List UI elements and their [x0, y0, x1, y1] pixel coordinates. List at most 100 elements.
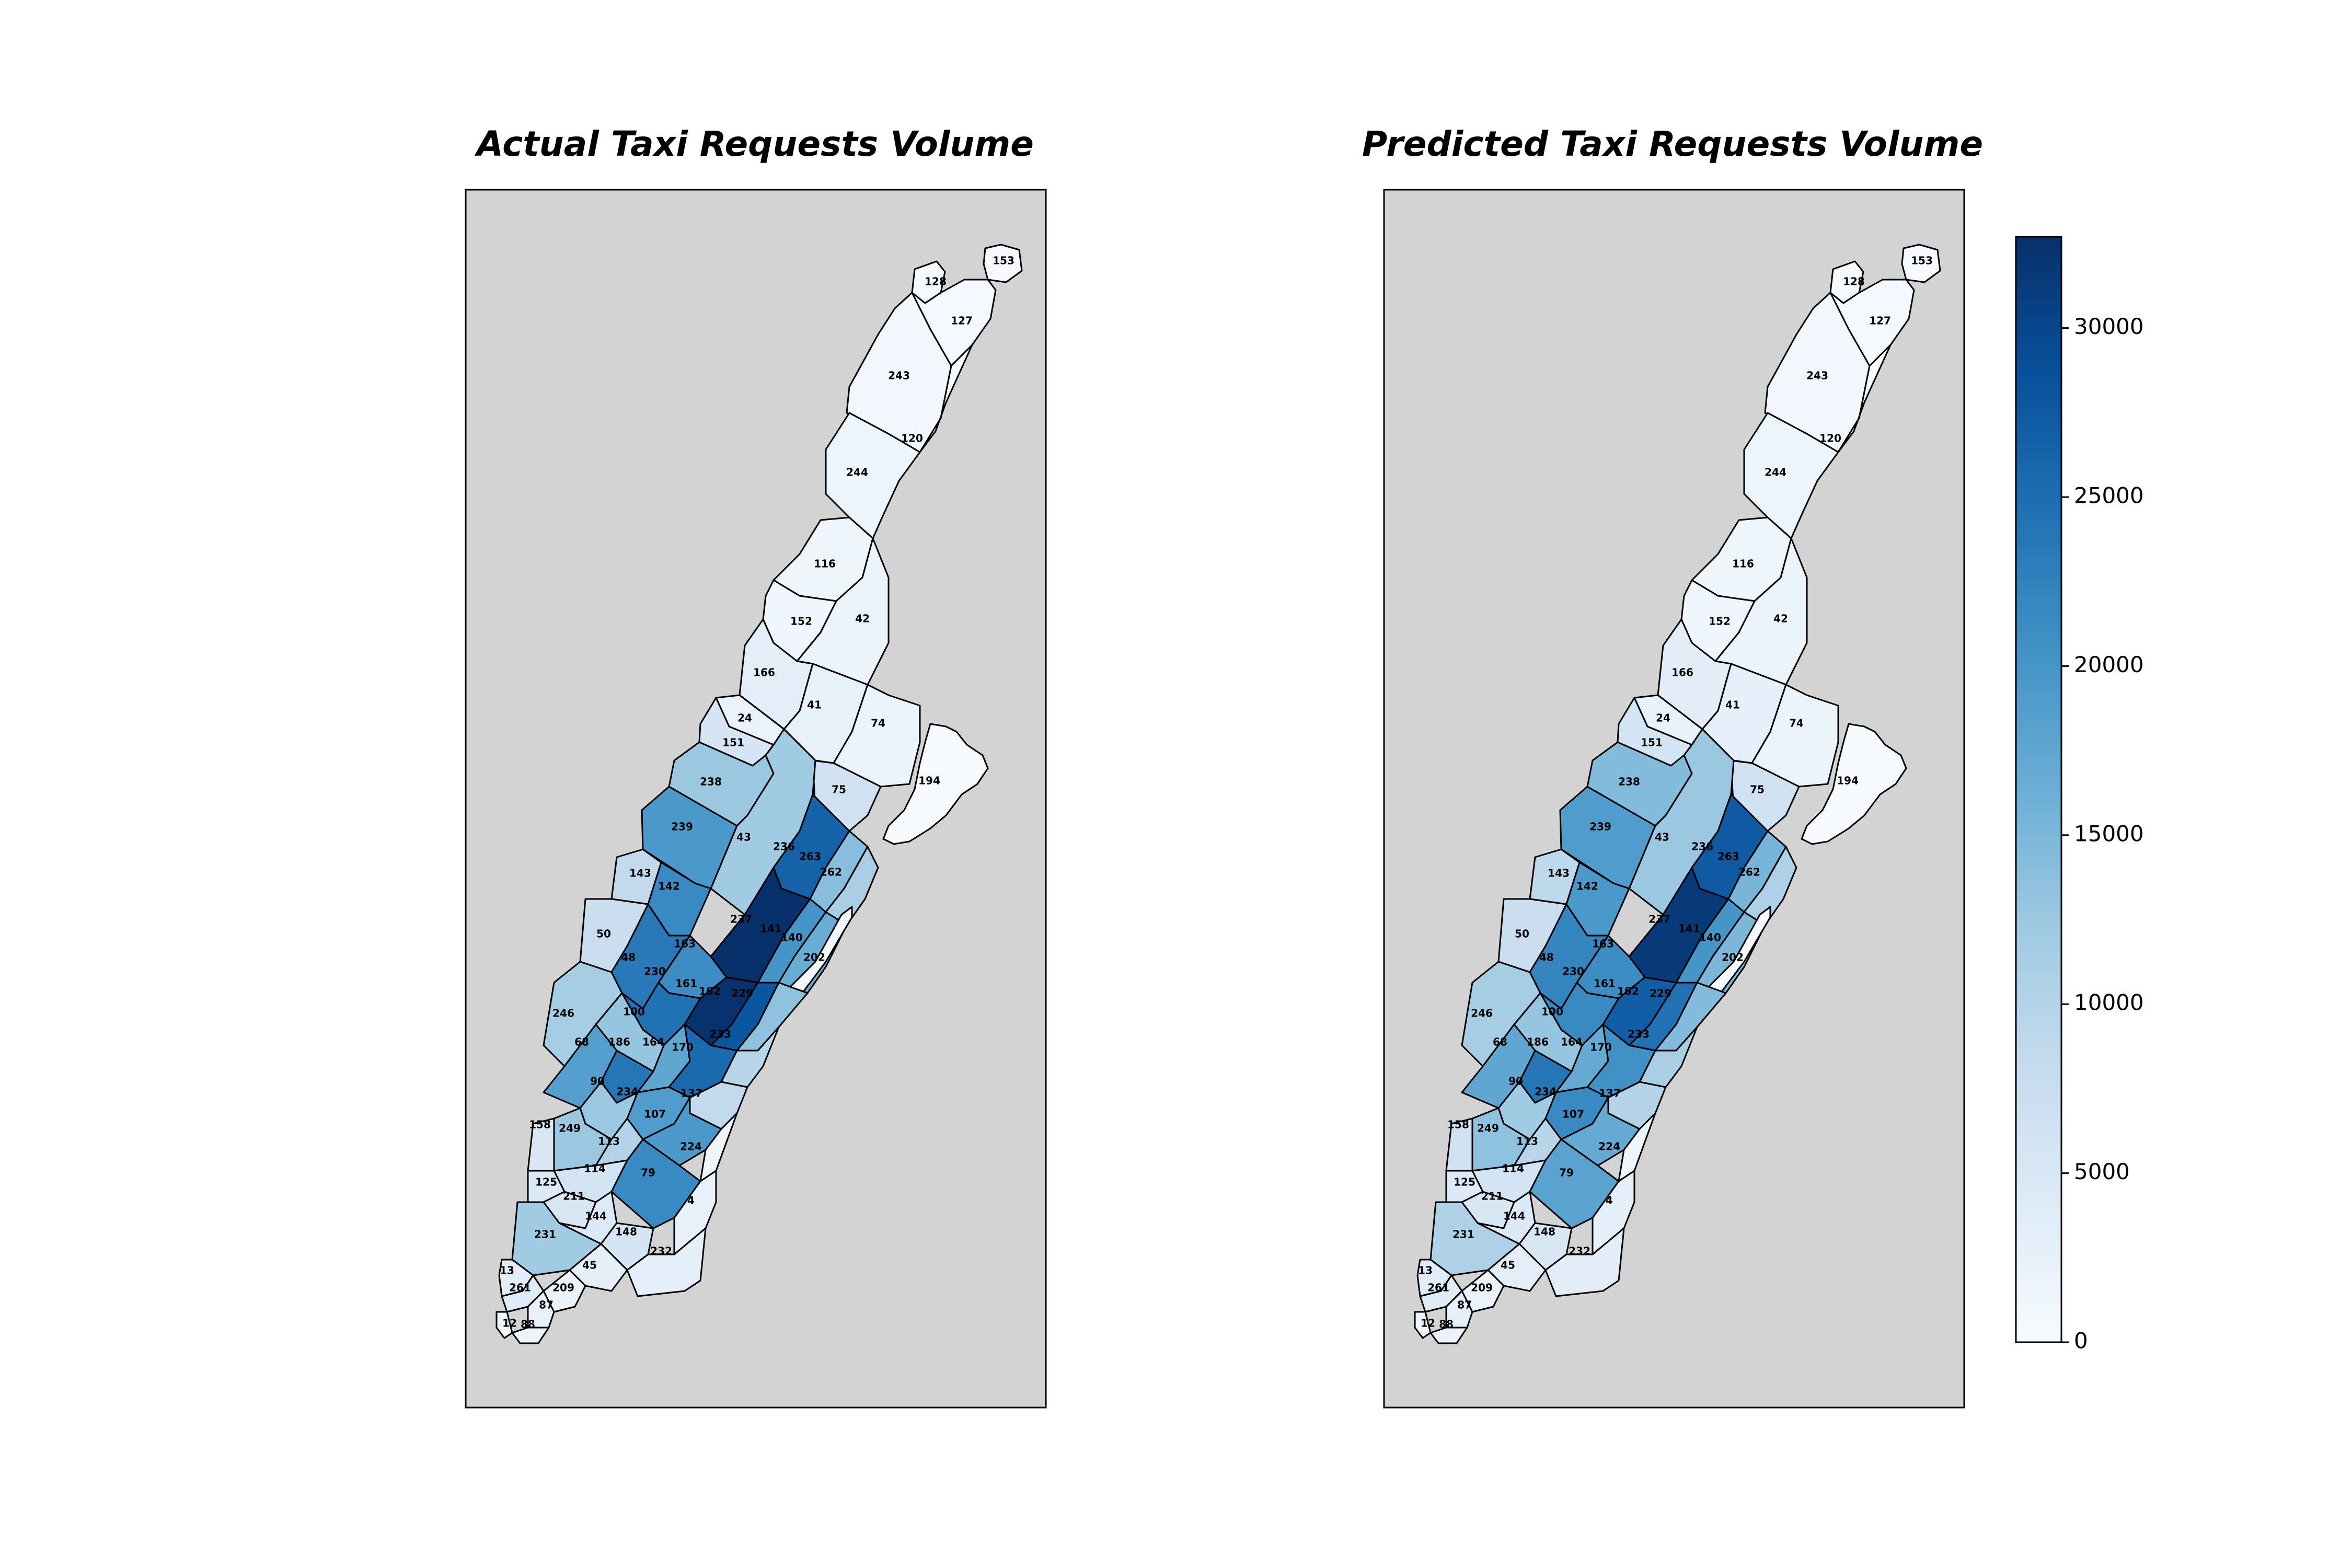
zone-224-actual — [699, 1112, 738, 1182]
zone-label-263-predicted: 263 — [1717, 850, 1739, 863]
zone-12-predicted — [1414, 1311, 1432, 1339]
zone-label-194-actual: 194 — [918, 775, 940, 787]
zone-label-116-predicted: 116 — [1732, 558, 1754, 570]
zone-label-262-actual: 262 — [820, 866, 842, 879]
zone-label-243-actual: 243 — [888, 370, 910, 382]
zone-label-41-predicted: 41 — [1725, 699, 1740, 711]
zone-label-100-predicted: 100 — [1541, 1006, 1563, 1018]
zone-label-142-actual: 142 — [658, 880, 680, 893]
map-title-actual: Actual Taxi Requests Volume — [474, 124, 1034, 164]
zone-label-162-actual: 162 — [699, 985, 721, 998]
zone-label-234-actual: 234 — [616, 1086, 638, 1098]
zone-label-166-predicted: 166 — [1671, 666, 1693, 679]
zone-label-127-actual: 127 — [951, 315, 973, 327]
zone-120-actual — [919, 344, 973, 453]
zone-label-48-predicted: 48 — [1539, 951, 1554, 964]
zone-label-141-predicted: 141 — [1678, 923, 1700, 935]
zone-label-4-actual: 4 — [687, 1194, 695, 1207]
zone-label-144-predicted: 144 — [1503, 1210, 1525, 1223]
colorbar-tick-label: 10000 — [2074, 990, 2144, 1016]
zone-label-239-actual: 239 — [671, 821, 693, 833]
colorbar — [2015, 236, 2062, 1343]
zone-label-161-predicted: 161 — [1594, 977, 1616, 990]
zone-label-161-actual: 161 — [675, 977, 697, 990]
zone-label-162-predicted: 162 — [1617, 985, 1639, 998]
zone-label-224-predicted: 224 — [1598, 1140, 1620, 1153]
zone-label-68-predicted: 68 — [1493, 1036, 1507, 1048]
zone-246-predicted — [1461, 961, 1541, 1067]
zone-label-166-actual: 166 — [753, 666, 775, 679]
colorbar-tick-label: 25000 — [2074, 483, 2144, 509]
zone-label-90-actual: 90 — [590, 1075, 605, 1088]
zone-label-113-predicted: 113 — [1516, 1135, 1538, 1148]
zone-label-13-actual: 13 — [500, 1264, 514, 1277]
zone-label-194-predicted: 194 — [1837, 775, 1859, 787]
zone-label-211-actual: 211 — [563, 1190, 585, 1203]
colorbar-ticks: 0 5000 10000 15000 20000 25000 30000 — [2061, 314, 2144, 1354]
zone-label-236-predicted: 236 — [1691, 840, 1713, 853]
zone-label-261-predicted: 261 — [1427, 1282, 1449, 1294]
colorbar-tick-label: 30000 — [2074, 314, 2144, 339]
zone-42-actual — [796, 537, 890, 686]
zone-label-238-actual: 238 — [700, 776, 722, 788]
zone-label-231-predicted: 231 — [1452, 1228, 1474, 1241]
zone-label-41-actual: 41 — [807, 699, 822, 711]
zone-label-13-predicted: 13 — [1418, 1264, 1433, 1277]
colorbar-tick-label: 20000 — [2074, 652, 2144, 677]
zone-label-170-actual: 170 — [672, 1041, 694, 1054]
zone-246-actual — [543, 961, 623, 1067]
zone-label-243-predicted: 243 — [1806, 370, 1828, 382]
choropleth-map-predicted: 128 153 127 243 120 244 116 152 42 166 41 74 24 151 23… — [1414, 244, 1941, 1344]
zone-label-79-actual: 79 — [641, 1167, 655, 1179]
zone-label-151-predicted: 151 — [1641, 736, 1663, 749]
zone-42-predicted — [1714, 537, 1808, 686]
zone-label-74-predicted: 74 — [1789, 717, 1804, 730]
zone-label-233-predicted: 233 — [1628, 1028, 1650, 1041]
zone-label-12-predicted: 12 — [1421, 1317, 1435, 1330]
zone-label-88-predicted: 88 — [1439, 1318, 1454, 1331]
zone-224-predicted — [1618, 1112, 1656, 1182]
zone-153-predicted — [1901, 244, 1941, 283]
zone-label-142-predicted: 142 — [1576, 880, 1598, 893]
zone-label-90-predicted: 90 — [1508, 1075, 1523, 1088]
zone-244-actual — [825, 412, 921, 539]
zone-232-predicted — [1544, 1227, 1625, 1297]
zone-79-predicted — [1529, 1138, 1620, 1229]
zone-107-actual — [642, 1097, 722, 1167]
colorbar-tick-label: 5000 — [2074, 1159, 2130, 1184]
zone-label-261-actual: 261 — [509, 1282, 531, 1294]
zone-79-actual — [610, 1138, 701, 1229]
zone-label-234-predicted: 234 — [1535, 1086, 1557, 1098]
zone-label-100-actual: 100 — [623, 1006, 645, 1018]
zone-label-244-predicted: 244 — [1765, 466, 1786, 479]
zone-label-153-actual: 153 — [993, 255, 1014, 267]
zone-12-actual — [495, 1311, 513, 1339]
zone-label-140-actual: 140 — [781, 931, 803, 944]
zone-label-249-predicted: 249 — [1477, 1122, 1499, 1135]
zone-label-50-predicted: 50 — [1515, 928, 1529, 940]
zone-label-45-predicted: 45 — [1501, 1259, 1515, 1272]
zone-label-68-actual: 68 — [574, 1036, 589, 1048]
zone-label-224-actual: 224 — [680, 1140, 702, 1153]
zone-label-4-predicted: 4 — [1606, 1194, 1613, 1207]
zone-label-211-predicted: 211 — [1481, 1190, 1503, 1203]
zone-label-186-actual: 186 — [608, 1036, 630, 1048]
zone-label-244-actual: 244 — [846, 466, 868, 479]
zone-232-actual — [626, 1227, 707, 1297]
zone-label-45-actual: 45 — [582, 1259, 597, 1272]
zone-107-predicted — [1560, 1097, 1641, 1167]
zone-label-236-actual: 236 — [773, 840, 795, 853]
zone-label-43-actual: 43 — [736, 831, 751, 844]
zone-label-232-predicted: 232 — [1569, 1245, 1590, 1258]
colorbar-tick-label: 0 — [2074, 1328, 2088, 1354]
zone-label-74-actual: 74 — [871, 717, 885, 730]
zone-label-158-actual: 158 — [529, 1119, 551, 1131]
zone-label-246-actual: 246 — [552, 1007, 574, 1020]
zone-label-144-actual: 144 — [585, 1210, 607, 1223]
zone-label-209-predicted: 209 — [1471, 1282, 1493, 1294]
zone-label-75-actual: 75 — [832, 783, 846, 796]
colorbar-tick-label: 15000 — [2074, 821, 2144, 846]
zone-label-107-actual: 107 — [644, 1108, 666, 1121]
zone-88-predicted — [1429, 1327, 1468, 1344]
zone-label-120-actual: 120 — [901, 432, 923, 445]
